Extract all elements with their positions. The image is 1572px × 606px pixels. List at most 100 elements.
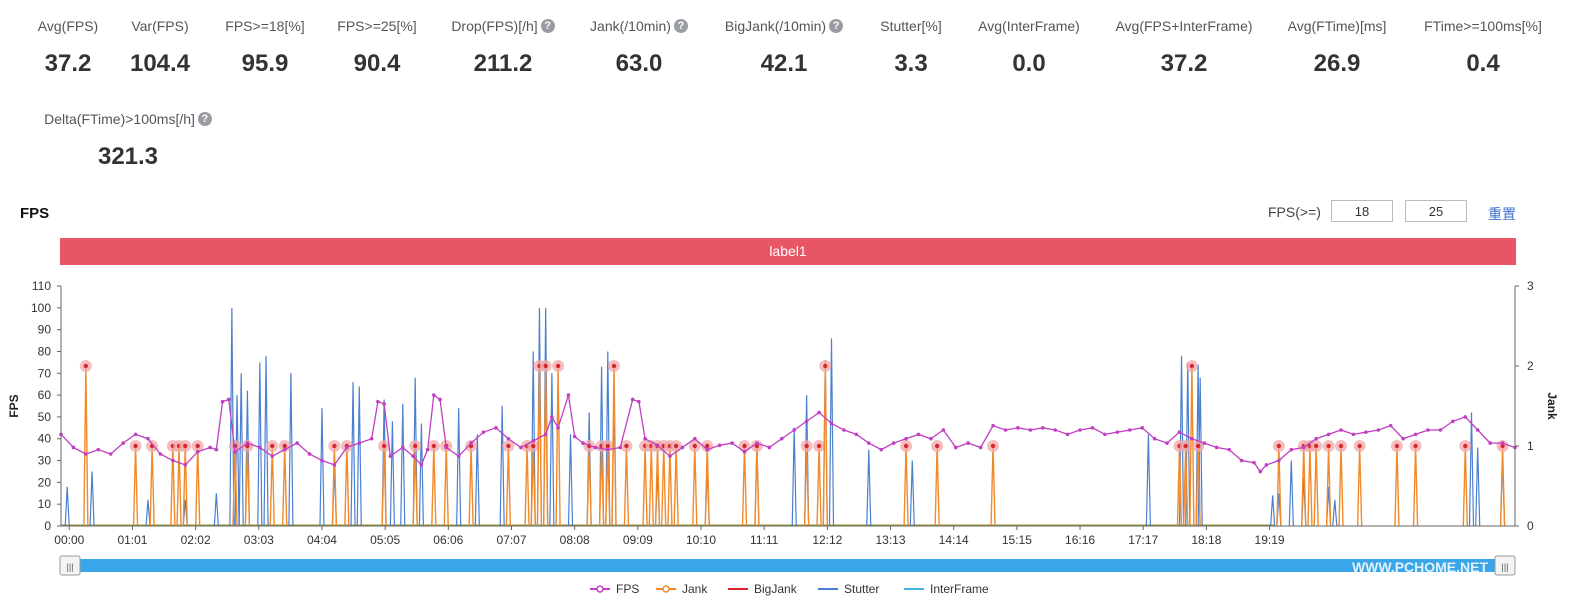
jank-spike [176, 445, 182, 527]
stat-value: 90.4 [353, 50, 401, 77]
fps-threshold-label: FPS(>=) [1268, 204, 1321, 220]
slider-handle-left [59, 555, 81, 576]
fps-point [904, 436, 908, 441]
fps-point [717, 443, 722, 448]
stat-11: FTime>=100ms[%] 0.4 [1383, 18, 1572, 78]
slider-handle-right [1494, 555, 1516, 576]
stutter-spike [499, 405, 505, 527]
stutter-spike [567, 434, 574, 527]
stat-label: Var(FPS) [60, 18, 260, 34]
stutter-spike [1270, 495, 1276, 527]
stat-3: FPS>=25[%] 90.4 [277, 18, 477, 78]
jank-spike [648, 445, 654, 527]
fps-point [953, 445, 958, 450]
fps-point [593, 445, 598, 450]
fps-point [854, 432, 859, 437]
jank-spike [741, 445, 748, 527]
x-tick-label: 17:17 [1128, 533, 1158, 547]
stat-value: 37.2 [1160, 50, 1208, 77]
fps-threshold-input-2[interactable] [1405, 200, 1467, 222]
stutter-spike [238, 373, 244, 527]
jank-spike [344, 445, 350, 527]
fps-point [1488, 441, 1492, 445]
stutter-spike [791, 427, 797, 527]
stutter-spike [288, 373, 294, 527]
fps-point [1277, 458, 1281, 463]
stutter-spike [866, 449, 872, 527]
fps-point [866, 441, 871, 445]
stutter-spike [64, 486, 70, 527]
help-icon[interactable]: ? [673, 19, 688, 33]
stat-label: BigJank(/10min)? [684, 18, 884, 34]
fps-point [1190, 436, 1194, 441]
jank-marker [1326, 443, 1331, 449]
fps-point [941, 428, 946, 432]
help-icon[interactable]: ? [829, 19, 844, 33]
fps-point [425, 447, 430, 452]
jank-spike [1325, 445, 1332, 527]
jank-spike [667, 445, 673, 527]
jank-marker [531, 443, 536, 449]
y-tick-label: 40 [38, 432, 52, 446]
stat-label-text: Drop(FPS)[/h] [451, 18, 538, 34]
fps-point [655, 443, 660, 448]
jank-spike [661, 445, 667, 527]
fps-point [1214, 445, 1219, 450]
fps-point [705, 447, 710, 452]
x-tick-label: 18:18 [1191, 533, 1221, 547]
stat-label: FTime>=100ms[%] [1383, 18, 1572, 34]
jank-marker [1313, 443, 1319, 449]
data-zoom-slider[interactable]: ||| ||| WWW.PCHOME.NET [59, 555, 1516, 576]
jank-spike [195, 445, 201, 527]
fps-point [991, 423, 995, 428]
stat-value: 63.0 [615, 50, 663, 77]
fps-point [630, 397, 635, 402]
fps-point [214, 447, 219, 452]
fps-point [1364, 430, 1368, 434]
reset-button[interactable]: 重置 [1488, 206, 1516, 222]
jank-marker [934, 443, 940, 449]
fps-point [1258, 469, 1263, 474]
fps-point [494, 426, 498, 430]
stat-9: Avg(FPS+InterFrame) 37.2 [1084, 18, 1284, 78]
stat-7: Stutter[%] 3.3 [811, 18, 1011, 78]
legend-marker [596, 585, 604, 593]
fps-point [966, 441, 970, 445]
y2-axis-title: Jank [1545, 392, 1559, 420]
fps-point [233, 450, 237, 454]
fps-point [1090, 426, 1095, 430]
stutter-spike [89, 471, 95, 527]
jank-marker [605, 443, 611, 449]
label-band[interactable] [60, 238, 1516, 265]
fps-point [1040, 426, 1045, 430]
fps-point [258, 445, 262, 450]
fps-point [245, 441, 250, 445]
stutter-spike [257, 362, 263, 527]
help-icon[interactable]: ? [540, 19, 555, 33]
fps-point [1152, 436, 1157, 441]
fps-point [220, 399, 225, 404]
help-icon[interactable]: ? [197, 112, 212, 126]
stat-label-text: Avg(FPS) [37, 18, 99, 34]
y-tick-label: 70 [38, 366, 52, 380]
x-tick-label: 00:00 [54, 533, 84, 547]
stutter-spike [456, 408, 462, 527]
y-tick-label: 90 [38, 323, 52, 337]
jank-marker [506, 443, 511, 449]
x-tick-label: 13:13 [876, 533, 906, 547]
x-tick-label: 02:02 [181, 533, 211, 547]
legend-label: BigJank [754, 582, 798, 596]
stutter-spike [389, 421, 395, 527]
x-tick-label: 10:10 [686, 533, 716, 547]
jank-spike [505, 445, 512, 527]
fps-point [1339, 428, 1343, 432]
jank-marker [804, 443, 809, 449]
fps-point [829, 421, 834, 426]
jank-marker [245, 443, 250, 449]
fps-point [519, 445, 523, 450]
stat-value: 3.3 [894, 50, 928, 77]
fps-point [481, 430, 486, 434]
stat-label-text: FTime>=100ms[%] [1424, 18, 1542, 34]
fps-threshold-input-1[interactable] [1331, 200, 1393, 222]
jank-marker [742, 443, 747, 449]
